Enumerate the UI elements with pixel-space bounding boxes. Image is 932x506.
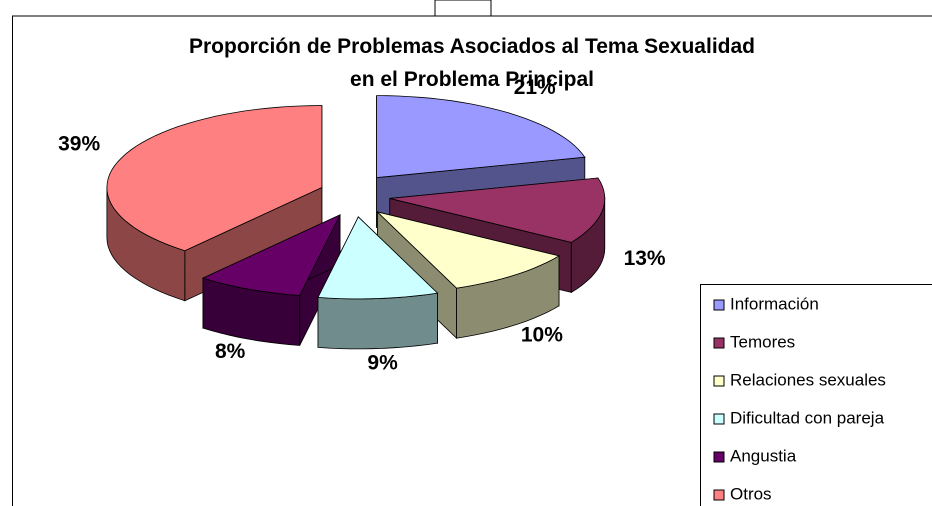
legend-label: Información: [730, 294, 819, 313]
legend-label: Dificultad con pareja: [730, 408, 885, 427]
legend-swatch: [713, 299, 725, 311]
legend-label: Otros: [730, 484, 772, 503]
legend-label: Angustia: [730, 446, 797, 465]
slice: [376, 211, 561, 289]
legend-box: [700, 284, 932, 506]
data-label: 21%: [514, 76, 556, 99]
legend-swatch: [713, 413, 725, 425]
slice: [106, 105, 323, 252]
legend-label: Temores: [730, 332, 795, 351]
top-tab: [434, 0, 492, 17]
data-label: 13%: [624, 247, 666, 270]
legend-label: Relaciones sexuales: [730, 370, 886, 389]
slice: [376, 95, 586, 179]
legend-swatch: [713, 337, 725, 349]
data-label: 39%: [58, 132, 100, 155]
legend-swatch: [713, 489, 725, 501]
slice: [389, 177, 606, 243]
chart-title: Proporción de Problemas Asociados al Tem…: [188, 35, 755, 91]
legend-swatch: [713, 451, 725, 463]
slice: [317, 216, 439, 300]
legend-swatch: [713, 375, 725, 387]
data-label: 10%: [521, 323, 563, 346]
slice: [201, 214, 341, 296]
slice-wall: [317, 292, 439, 350]
data-label: 8%: [215, 340, 246, 363]
data-label: 9%: [367, 351, 398, 374]
